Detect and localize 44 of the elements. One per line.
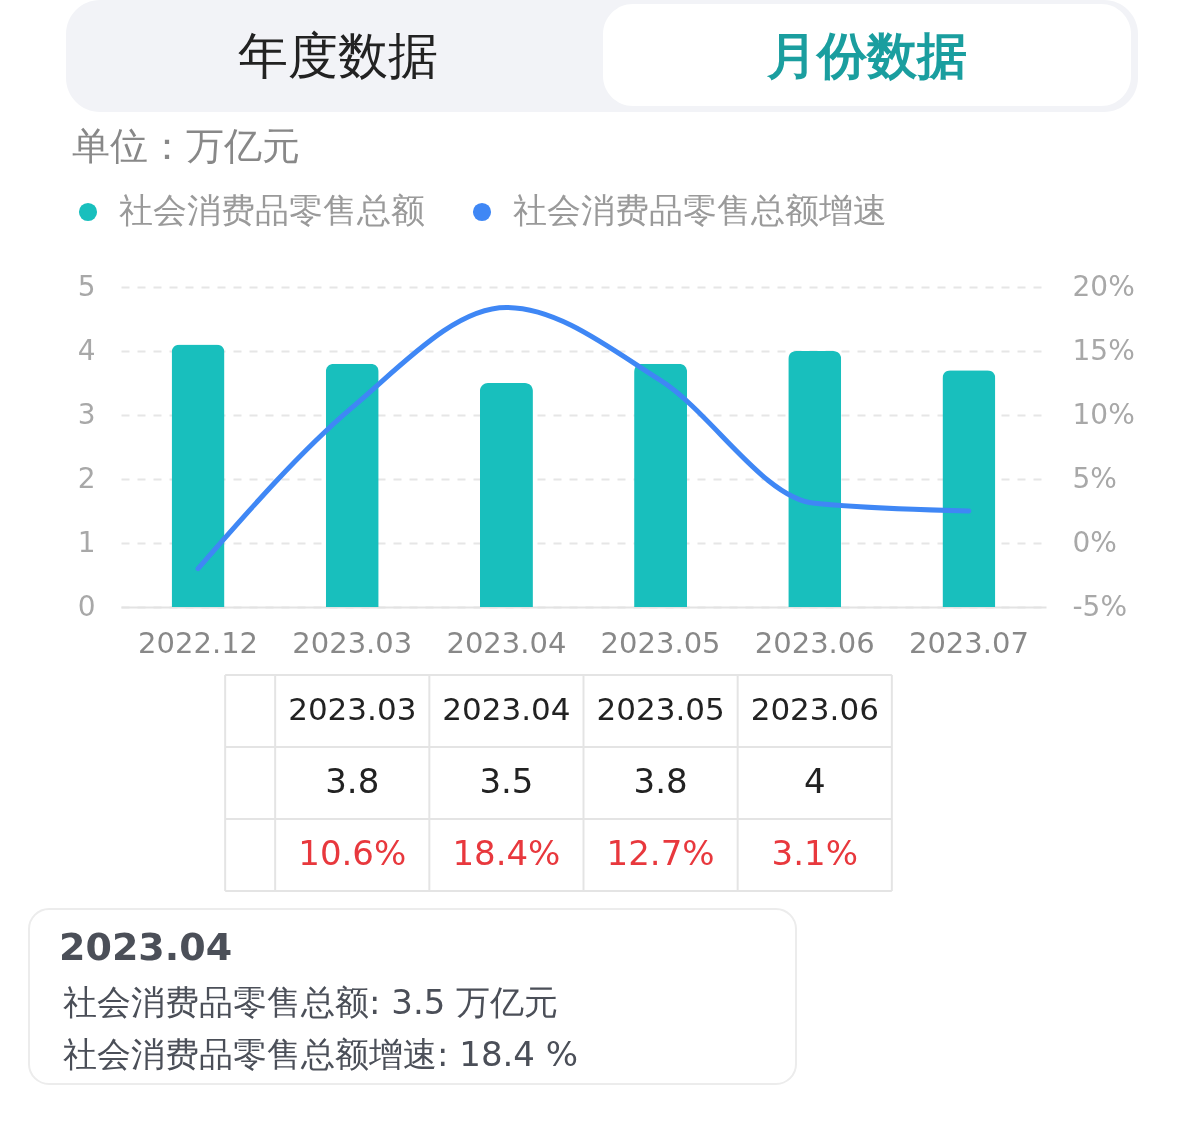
- bar: [634, 363, 688, 607]
- data-label: 3.8: [325, 761, 380, 801]
- data-label: 3.8: [633, 761, 688, 801]
- y-tick-label: 5: [77, 269, 96, 303]
- x-tick-label: 2023.06: [754, 625, 875, 660]
- bar: [325, 363, 379, 607]
- y-tick-label: 3: [77, 397, 96, 431]
- y2-tick-label: 5%: [1072, 461, 1117, 495]
- y2-tick-label: 15%: [1072, 333, 1135, 367]
- category-label: 2023.06: [750, 691, 879, 727]
- y-tick-label: 4: [77, 333, 96, 367]
- y2-tick-label: 20%: [1072, 269, 1135, 303]
- x-tick-label: 2023.04: [446, 625, 567, 660]
- text: 月份数据: [766, 27, 967, 85]
- bar: [942, 370, 996, 607]
- legend-label: 社会消费品零售总额增速: [513, 190, 887, 230]
- y-tick-label: 1: [77, 525, 96, 559]
- y2-tick-label: 0%: [1072, 525, 1117, 559]
- category-label: 2023.03: [288, 691, 417, 727]
- legend-label: 社会消费品零售总额: [119, 190, 425, 230]
- text: 2023.04: [442, 691, 571, 727]
- y-axis-title: 单位：万亿元: [71, 123, 300, 168]
- data-label: 12.7%: [606, 833, 715, 873]
- text: 2023.04: [59, 925, 233, 969]
- y-tick-label: 2: [77, 461, 96, 495]
- text: 社会消费品零售总额增速: 18.4 %: [63, 1034, 579, 1074]
- x-tick-label: 2023.07: [908, 625, 1029, 660]
- y-tick-label: 0: [77, 589, 96, 623]
- category-label: 2023.05: [596, 691, 725, 727]
- data-label: 4: [803, 761, 826, 801]
- text: 年度数据: [238, 27, 438, 85]
- y2-tick-label: -5%: [1072, 589, 1128, 623]
- data-label: 10.6%: [298, 833, 407, 873]
- data-label: 3.1%: [771, 833, 858, 873]
- x-tick-label: 2023.03: [292, 625, 413, 660]
- data-label: 18.4%: [452, 833, 561, 873]
- bar: [788, 351, 842, 607]
- data-label: 3.5: [479, 761, 534, 801]
- y2-tick-label: 10%: [1072, 397, 1135, 431]
- bar: [171, 344, 225, 607]
- x-tick-label: 2022.12: [138, 625, 259, 660]
- bar: [479, 383, 533, 607]
- x-tick-label: 2023.05: [600, 625, 721, 660]
- text: 社会消费品零售总额: 3.5 万亿元: [63, 982, 559, 1022]
